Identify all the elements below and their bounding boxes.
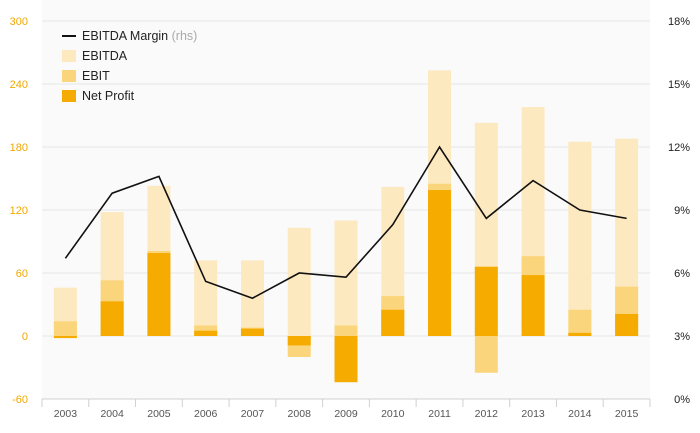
y-right-tick-label: 15% (668, 79, 690, 91)
bar-net-profit (381, 309, 405, 336)
bar-net-profit (194, 330, 218, 336)
y-left-tick-label: 60 (16, 268, 28, 280)
y-left-tick-label: -60 (12, 394, 28, 406)
y-right-tick-label: 6% (674, 268, 690, 280)
bar-net-profit (100, 301, 124, 336)
bar-net-profit (568, 332, 592, 336)
bar-ebitda (194, 260, 218, 336)
x-tick-label: 2013 (521, 408, 545, 420)
bar-ebit (53, 321, 77, 336)
y-left-tick-label: 120 (10, 205, 28, 217)
bar-net-profit (53, 336, 77, 339)
bar-ebit (334, 325, 358, 336)
y-left-tick-label: 240 (10, 79, 28, 91)
x-tick-label: 2003 (54, 408, 78, 420)
bar-ebitda (287, 227, 311, 336)
bar-ebit (568, 309, 592, 336)
bar-ebit (474, 336, 498, 373)
legend-swatch (62, 70, 76, 82)
y-left-tick-label: 180 (10, 142, 28, 154)
bar-net-profit (615, 313, 639, 336)
y-right-tick-label: 9% (674, 205, 690, 217)
x-tick-label: 2009 (334, 408, 358, 420)
x-tick-label: 2006 (194, 408, 218, 420)
y-left-tick-label: 0 (22, 331, 28, 343)
y-right-tick-label: 0% (674, 394, 690, 406)
x-tick-label: 2012 (475, 408, 499, 420)
y-right-tick-label: 3% (674, 331, 690, 343)
axes: -60 0 60 120 180 240 300 0% 3% 6% 9% 12% 15% 18% 2003 2… (10, 16, 691, 420)
legend-label: EBIT (82, 69, 110, 83)
bars (53, 70, 639, 383)
legend-label: Net Profit (82, 89, 135, 103)
x-tick-label: 2010 (381, 408, 405, 420)
x-tick-label: 2007 (241, 408, 265, 420)
legend-swatch (62, 50, 76, 62)
bar-net-profit (474, 266, 498, 336)
x-tick-label: 2008 (288, 408, 312, 420)
bar-net-profit (147, 253, 171, 336)
bar-ebitda (568, 141, 592, 336)
bar-net-profit (240, 328, 264, 336)
margin-line (64, 145, 627, 300)
bar-ebitda (334, 220, 358, 336)
bar-net-profit (428, 190, 452, 336)
y-right-tick-label: 12% (668, 142, 690, 154)
x-tick-label: 2014 (568, 408, 592, 420)
legend-swatch (62, 90, 76, 102)
bar-net-profit (521, 275, 545, 336)
legend-label-suffix: (rhs) (168, 29, 197, 43)
y-right-tick-label: 18% (668, 16, 690, 28)
legend-label: EBITDA (82, 49, 128, 63)
bar-net-profit (334, 336, 358, 383)
bar-net-profit (287, 336, 311, 346)
legend: EBITDA Margin (rhs) EBITDA EBIT Net Profit (62, 29, 197, 103)
x-tick-label: 2011 (428, 408, 451, 420)
x-tick-label: 2015 (615, 408, 639, 420)
x-tick-label: 2004 (100, 408, 124, 420)
x-tick-label: 2005 (147, 408, 171, 420)
legend-label: EBITDA Margin (rhs) (82, 29, 197, 43)
y-left-tick-label: 300 (10, 16, 28, 28)
